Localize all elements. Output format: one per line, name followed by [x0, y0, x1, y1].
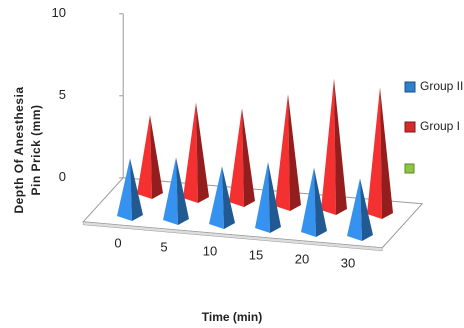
- pyramid: [301, 167, 327, 237]
- pyramid: [321, 78, 347, 215]
- pyramid-face: [222, 166, 235, 229]
- pyramid-face: [314, 167, 327, 237]
- pyramid-face: [268, 162, 281, 233]
- x-tick-label: 30: [341, 255, 355, 270]
- legend-label: Group II: [420, 79, 463, 93]
- pyramid-face: [229, 108, 244, 207]
- y-tick-label: 5: [59, 87, 66, 102]
- pyramid: [347, 178, 373, 241]
- pyramid-face: [380, 87, 393, 219]
- pyramid: [255, 162, 281, 233]
- pyramid-face: [367, 87, 382, 219]
- pyramid-face: [301, 167, 316, 237]
- pyramid-face: [196, 102, 209, 203]
- x-tick-label: 5: [160, 239, 167, 254]
- pyramid-face: [117, 158, 132, 221]
- pyramid-face: [347, 178, 362, 241]
- x-tick-label: 0: [114, 235, 121, 250]
- pyramid: [183, 102, 209, 203]
- y-axis-label: Pin Prick (mm): [29, 104, 43, 195]
- x-axis-label: Time (min): [202, 310, 262, 324]
- y-tick-label: 0: [59, 169, 66, 184]
- floor-edge: [82, 221, 383, 252]
- pyramid-face: [321, 78, 336, 215]
- legend-key: [404, 121, 416, 133]
- pyramid-face: [150, 114, 163, 199]
- pyramid-face: [209, 166, 224, 229]
- pyramid-face: [163, 157, 178, 225]
- legend-label: Group I: [420, 119, 460, 133]
- pyramid-face: [130, 158, 143, 221]
- pyramid: [117, 158, 143, 221]
- legend-key: [404, 81, 416, 93]
- pyramid-face: [242, 108, 255, 207]
- pyramid: [367, 87, 393, 219]
- pyramid-face: [275, 94, 290, 211]
- x-tick-label: 20: [295, 251, 309, 266]
- pyramid: [137, 114, 163, 199]
- pyramid: [163, 157, 189, 225]
- pyramid-face: [334, 78, 347, 215]
- pyramid-face: [288, 94, 301, 211]
- y-axis-label: Depth Of Anesthesia: [12, 86, 26, 213]
- pyramid-face: [360, 178, 373, 241]
- y-tick-label: 10: [52, 5, 66, 20]
- pyramid: [229, 108, 255, 207]
- legend-key: [404, 163, 415, 174]
- pyramid-face: [255, 162, 270, 233]
- pyramid-face: [183, 102, 198, 203]
- x-tick-label: 10: [203, 243, 217, 258]
- x-tick-label: 15: [249, 247, 263, 262]
- pyramid-face: [137, 114, 152, 199]
- pyramid: [275, 94, 301, 211]
- pyramid-face: [176, 157, 189, 225]
- pyramid: [209, 166, 235, 229]
